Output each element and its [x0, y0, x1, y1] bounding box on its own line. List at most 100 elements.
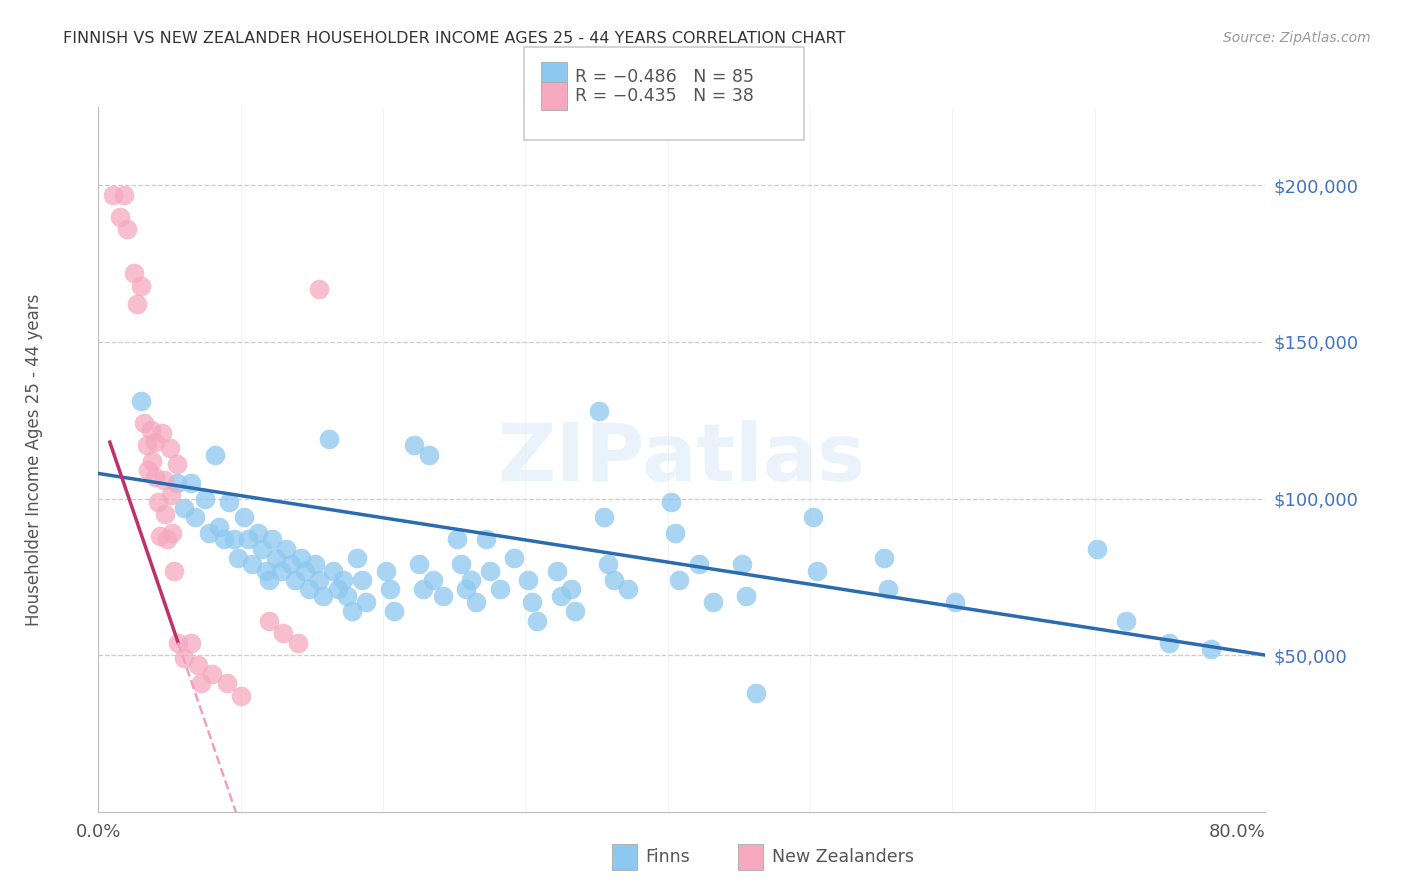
- Text: Householder Income Ages 25 - 44 years: Householder Income Ages 25 - 44 years: [25, 293, 44, 625]
- Point: [546, 564, 568, 578]
- Point: [450, 558, 472, 572]
- Point: [184, 510, 207, 524]
- Point: [522, 595, 544, 609]
- Text: R = −0.486   N = 85: R = −0.486 N = 85: [575, 68, 754, 86]
- Point: [232, 510, 254, 524]
- Point: [136, 463, 159, 477]
- Point: [877, 582, 900, 597]
- Point: [560, 582, 582, 597]
- Point: [418, 448, 440, 462]
- Point: [152, 425, 174, 440]
- Text: Finns: Finns: [645, 848, 690, 866]
- Point: [432, 589, 454, 603]
- Point: [240, 558, 263, 572]
- Point: [488, 582, 510, 597]
- Point: [340, 604, 363, 618]
- Point: [664, 526, 686, 541]
- Point: [284, 573, 307, 587]
- Point: [346, 551, 368, 566]
- Text: R = −0.435   N = 38: R = −0.435 N = 38: [575, 87, 754, 104]
- Point: [149, 529, 172, 543]
- Point: [336, 589, 359, 603]
- Point: [873, 551, 896, 566]
- Point: [260, 533, 283, 547]
- Point: [280, 558, 302, 572]
- Point: [226, 551, 249, 566]
- Point: [236, 533, 259, 547]
- Point: [464, 595, 486, 609]
- Point: [668, 573, 690, 587]
- Point: [503, 551, 526, 566]
- Point: [112, 187, 135, 202]
- Point: [222, 533, 245, 547]
- Point: [273, 626, 295, 640]
- Point: [162, 526, 184, 541]
- Point: [125, 297, 148, 311]
- Point: [588, 404, 610, 418]
- Point: [326, 582, 349, 597]
- Point: [101, 187, 124, 202]
- Point: [384, 604, 406, 618]
- Text: ZIPatlas: ZIPatlas: [498, 420, 866, 499]
- Point: [404, 438, 426, 452]
- Point: [378, 582, 402, 597]
- Point: [208, 519, 231, 533]
- Point: [190, 676, 212, 690]
- Point: [1087, 541, 1109, 556]
- Point: [160, 488, 183, 502]
- Point: [148, 494, 170, 508]
- Point: [474, 533, 496, 547]
- Point: [180, 475, 202, 490]
- Point: [298, 582, 321, 597]
- Point: [564, 604, 586, 618]
- Point: [155, 507, 177, 521]
- Point: [308, 573, 330, 587]
- Point: [1115, 614, 1137, 628]
- Point: [143, 435, 166, 450]
- Point: [108, 210, 131, 224]
- Point: [257, 614, 280, 628]
- Point: [526, 614, 548, 628]
- Text: Source: ZipAtlas.com: Source: ZipAtlas.com: [1223, 31, 1371, 45]
- Point: [187, 657, 209, 672]
- Point: [745, 686, 768, 700]
- Point: [153, 473, 176, 487]
- Point: [801, 510, 824, 524]
- Point: [592, 510, 614, 524]
- Point: [294, 564, 316, 578]
- Point: [806, 564, 828, 578]
- Point: [454, 582, 477, 597]
- Point: [129, 278, 152, 293]
- Point: [290, 551, 312, 566]
- Point: [412, 582, 434, 597]
- Point: [163, 564, 186, 578]
- Point: [194, 491, 217, 506]
- Point: [731, 558, 754, 572]
- Point: [167, 635, 190, 649]
- Point: [246, 526, 269, 541]
- Point: [141, 454, 163, 468]
- Point: [173, 500, 195, 515]
- Point: [517, 573, 540, 587]
- Point: [198, 526, 221, 541]
- Point: [254, 564, 277, 578]
- Point: [173, 651, 195, 665]
- Point: [287, 635, 309, 649]
- Point: [139, 423, 162, 437]
- Point: [550, 589, 572, 603]
- Point: [1157, 635, 1180, 649]
- Point: [308, 282, 330, 296]
- Point: [350, 573, 373, 587]
- Point: [304, 558, 326, 572]
- Point: [322, 564, 344, 578]
- Point: [602, 573, 624, 587]
- Point: [702, 595, 724, 609]
- Point: [332, 573, 354, 587]
- Point: [201, 667, 224, 681]
- Text: New Zealanders: New Zealanders: [772, 848, 914, 866]
- Point: [276, 541, 298, 556]
- Point: [354, 595, 377, 609]
- Point: [250, 541, 273, 556]
- Point: [257, 573, 280, 587]
- Point: [143, 469, 166, 483]
